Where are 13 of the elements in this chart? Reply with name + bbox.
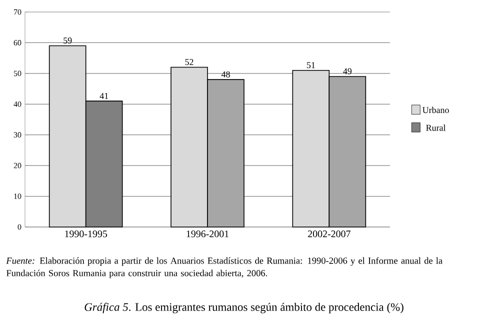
data-label: 59 [64, 38, 72, 44]
legend-label: Urbano [422, 106, 449, 114]
legend-label: Rural [426, 124, 446, 131]
data-label: 49 [343, 68, 352, 74]
text: Gráfica 5. Los emigrantes rumanos según ámbito de procedencia (%) [84, 302, 404, 314]
data-label: 48 [221, 71, 230, 78]
data-label: 51 [306, 62, 315, 68]
x-tick-label: 1990-1995 [65, 230, 108, 238]
x-tick-label: 1996-2001 [186, 230, 228, 238]
data-label: 41 [100, 92, 108, 99]
data-label: 52 [185, 59, 194, 66]
text: Fuente: Elaboración propia a partir de los Anuarios Estadísticos de Rumania: 1990-2006 y el Informe anual de la Fundación Soros Rumania para construir una sociedad abierta, 2006. [6, 257, 442, 278]
x-tick-label: 2002-2007 [308, 230, 350, 238]
